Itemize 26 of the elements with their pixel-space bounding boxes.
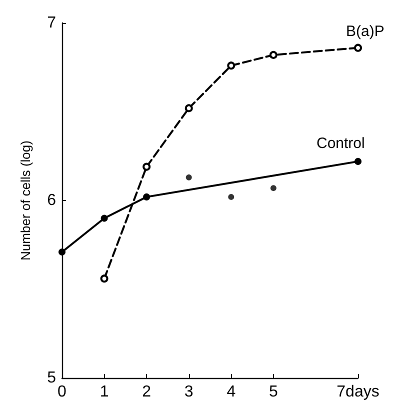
x-tick-label: 3 [184,384,194,400]
point [143,193,150,200]
y-tick-label: 6 [47,192,56,209]
point [184,104,193,112]
x-tick-label: 0 [58,384,67,400]
point [270,185,276,192]
point [186,174,192,180]
x-tick-label: 2 [142,384,152,400]
point [227,62,236,70]
point [354,44,362,52]
point [58,248,66,256]
series-label: B(a)P [346,22,384,40]
series-label: Control [316,134,365,152]
point [228,194,234,200]
x-tick-label: 5 [268,384,278,400]
x-tick-label: 1 [100,384,109,400]
point [354,158,362,165]
point [269,50,278,59]
x-tick-label: 7days [336,384,380,400]
x-tick-label: 4 [226,384,236,400]
point [100,214,108,222]
point [142,162,151,171]
point [100,274,108,283]
y-axis-title: Number of cells (log) [18,140,33,260]
y-tick-label: 5 [47,370,56,386]
y-tick-label: 7 [47,14,56,32]
